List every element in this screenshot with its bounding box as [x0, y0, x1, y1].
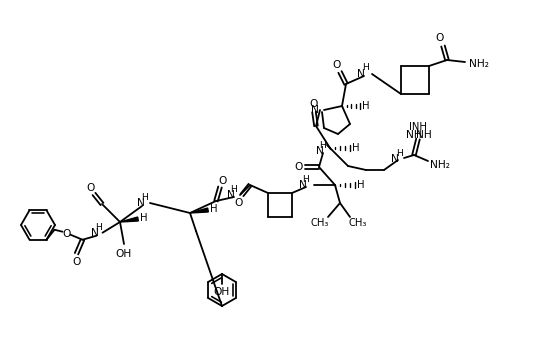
Text: H: H	[210, 204, 218, 214]
Polygon shape	[190, 208, 208, 213]
Text: INH: INH	[409, 122, 427, 132]
Text: H: H	[320, 140, 326, 149]
Text: OH: OH	[214, 287, 230, 297]
Text: N: N	[357, 69, 365, 79]
Text: N: N	[299, 180, 307, 190]
Text: O: O	[310, 99, 318, 109]
Text: O: O	[72, 257, 81, 267]
Text: N: N	[91, 228, 99, 238]
Text: N: N	[391, 154, 399, 164]
Text: H: H	[141, 193, 149, 202]
Text: NH₂: NH₂	[469, 59, 489, 69]
Text: H: H	[230, 184, 237, 193]
Text: N: N	[137, 198, 145, 208]
Text: O: O	[235, 198, 243, 208]
Text: O: O	[62, 229, 70, 239]
Text: O: O	[436, 33, 444, 43]
Text: O: O	[87, 183, 95, 193]
Text: H: H	[362, 101, 370, 111]
Text: H: H	[352, 143, 360, 153]
Text: H: H	[397, 148, 403, 157]
Text: N: N	[311, 105, 319, 115]
Text: H: H	[302, 174, 309, 183]
Text: O: O	[295, 162, 303, 172]
Text: NH: NH	[406, 130, 422, 140]
Text: H: H	[95, 223, 102, 232]
Text: OH: OH	[116, 249, 132, 259]
Text: H: H	[140, 213, 148, 223]
Text: N: N	[227, 190, 235, 200]
Polygon shape	[120, 217, 138, 222]
Text: NH: NH	[416, 130, 432, 140]
Text: NH₂: NH₂	[430, 160, 450, 170]
Text: O: O	[333, 60, 341, 70]
Text: N: N	[316, 146, 324, 156]
Text: H: H	[357, 180, 365, 190]
Text: CH₃: CH₃	[311, 218, 329, 228]
Text: CH₃: CH₃	[349, 218, 367, 228]
Text: O: O	[219, 176, 227, 186]
Text: H: H	[363, 64, 370, 73]
